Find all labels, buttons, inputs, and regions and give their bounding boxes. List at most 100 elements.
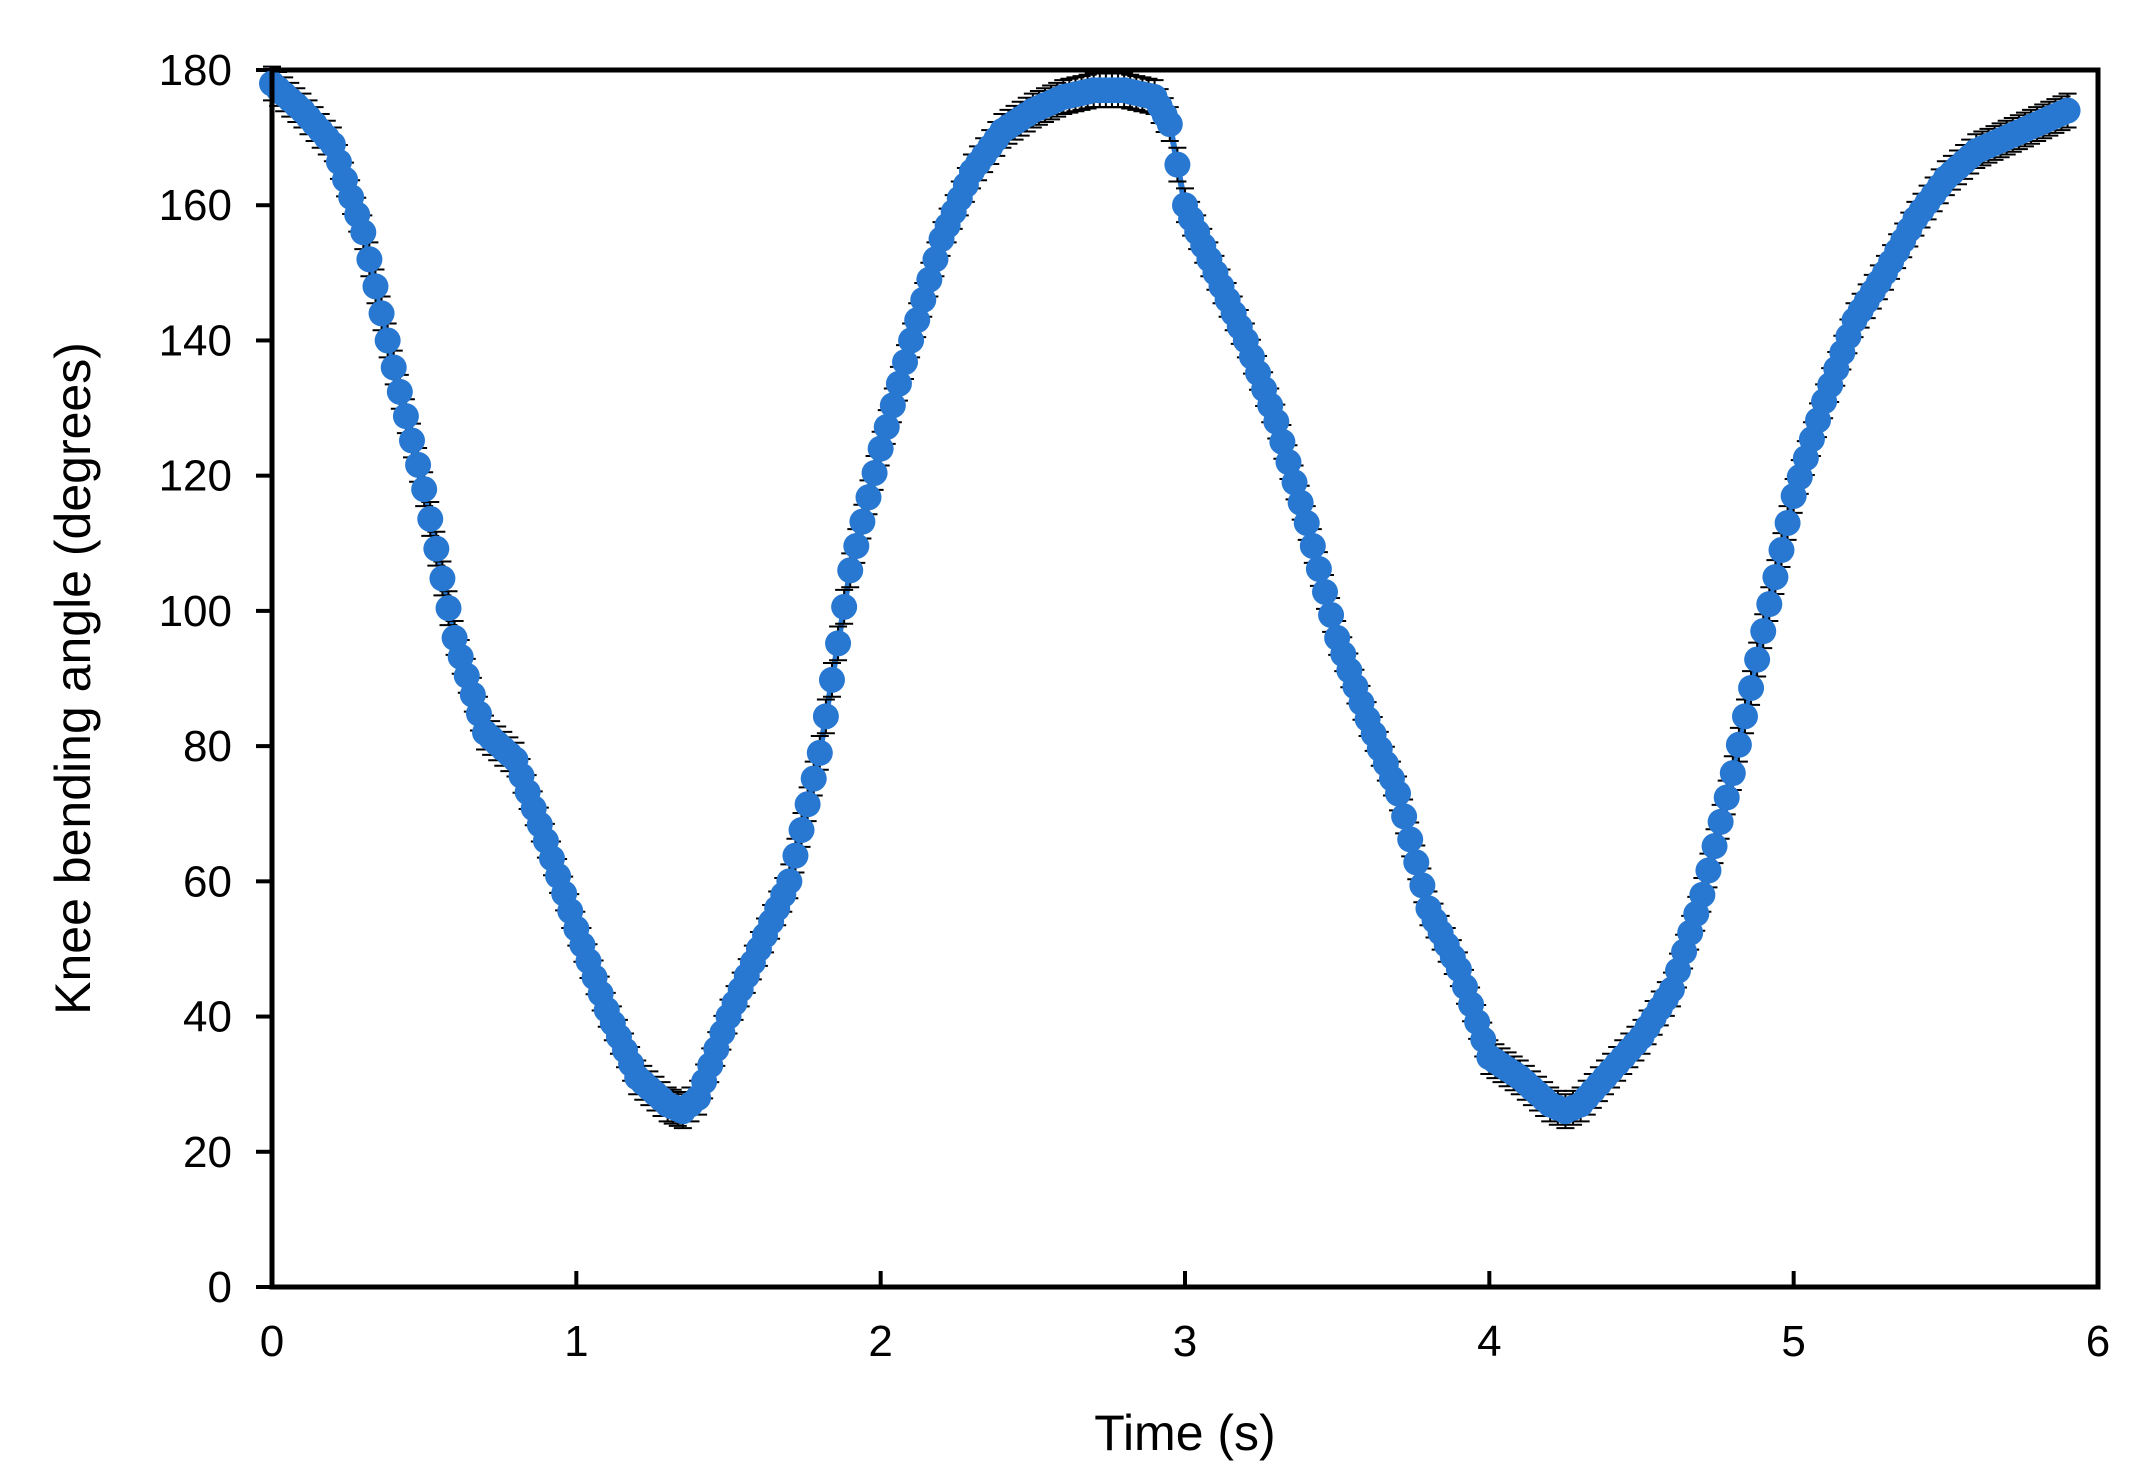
x-tick-label: 4 bbox=[1477, 1317, 1501, 1366]
x-tick-label: 5 bbox=[1781, 1317, 1805, 1366]
data-point bbox=[800, 765, 827, 792]
data-point bbox=[1281, 469, 1308, 496]
data-point bbox=[1269, 428, 1296, 455]
data-point bbox=[392, 403, 419, 430]
series-line bbox=[270, 81, 2069, 1115]
data-point bbox=[1701, 833, 1728, 860]
x-tick-label: 6 bbox=[2086, 1317, 2110, 1366]
y-tick-label: 80 bbox=[183, 722, 232, 771]
data-point bbox=[849, 508, 876, 535]
data-markers bbox=[259, 70, 2081, 1125]
data-point bbox=[350, 219, 377, 246]
data-point bbox=[855, 484, 882, 511]
data-point bbox=[1725, 731, 1752, 758]
data-point bbox=[812, 703, 839, 730]
x-axis-title: Time (s) bbox=[1094, 1405, 1275, 1461]
y-tick-label: 120 bbox=[159, 452, 232, 501]
x-tick-label: 2 bbox=[868, 1317, 892, 1366]
data-point bbox=[1287, 489, 1314, 516]
y-tick-label: 100 bbox=[159, 587, 232, 636]
data-point bbox=[423, 535, 450, 562]
data-point bbox=[843, 532, 870, 559]
data-point bbox=[861, 459, 888, 486]
data-point bbox=[1275, 449, 1302, 476]
data-point bbox=[867, 435, 894, 462]
data-point bbox=[776, 868, 803, 895]
data-point bbox=[1762, 564, 1789, 591]
data-point bbox=[1756, 591, 1783, 618]
data-point bbox=[892, 349, 919, 376]
data-point bbox=[1750, 618, 1777, 645]
y-tick-label: 140 bbox=[159, 316, 232, 365]
data-point bbox=[1299, 532, 1326, 559]
data-point bbox=[1744, 646, 1771, 673]
y-tick-label: 0 bbox=[208, 1263, 232, 1312]
data-point bbox=[825, 630, 852, 657]
data-point bbox=[818, 666, 845, 693]
data-point bbox=[885, 370, 912, 397]
data-point bbox=[405, 451, 432, 478]
data-point bbox=[386, 378, 413, 405]
data-point bbox=[1774, 509, 1801, 536]
plot-frame bbox=[269, 67, 2101, 1290]
data-point bbox=[898, 327, 925, 354]
data-point bbox=[1164, 151, 1191, 178]
data-point bbox=[398, 427, 425, 454]
series-line-layer bbox=[270, 81, 2069, 1115]
x-tick-label: 1 bbox=[564, 1317, 588, 1366]
data-point bbox=[374, 327, 401, 354]
data-point bbox=[368, 300, 395, 327]
data-point bbox=[922, 246, 949, 273]
data-point bbox=[1713, 784, 1740, 811]
error-bars bbox=[263, 65, 2077, 1130]
data-point bbox=[1311, 578, 1338, 605]
data-point bbox=[429, 565, 456, 592]
data-point bbox=[806, 739, 833, 766]
data-point bbox=[1263, 408, 1290, 435]
data-point bbox=[1689, 881, 1716, 908]
data-point bbox=[910, 286, 937, 313]
data-point bbox=[411, 476, 438, 503]
data-point bbox=[1156, 111, 1183, 138]
data-point bbox=[1293, 509, 1320, 536]
y-tick-label: 40 bbox=[183, 993, 232, 1042]
data-point bbox=[1305, 555, 1332, 582]
x-tick-label: 3 bbox=[1173, 1317, 1197, 1366]
data-point bbox=[1695, 857, 1722, 884]
data-point bbox=[873, 413, 900, 440]
data-point bbox=[356, 246, 383, 273]
data-point bbox=[904, 307, 931, 334]
data-point bbox=[1403, 849, 1430, 876]
data-point bbox=[1738, 674, 1765, 701]
data-point bbox=[788, 816, 815, 843]
data-point bbox=[794, 791, 821, 818]
data-point bbox=[2054, 97, 2081, 124]
y-tick-label: 180 bbox=[159, 46, 232, 95]
y-axis-title: Knee bending angle (degrees) bbox=[45, 342, 101, 1015]
data-point bbox=[362, 273, 389, 300]
data-point bbox=[916, 266, 943, 293]
y-tick-label: 20 bbox=[183, 1128, 232, 1177]
y-tick-label: 160 bbox=[159, 181, 232, 230]
data-point bbox=[782, 842, 809, 869]
data-point bbox=[417, 505, 444, 532]
data-point bbox=[1318, 601, 1345, 628]
data-point bbox=[879, 392, 906, 419]
data-point bbox=[1397, 826, 1424, 853]
data-point bbox=[837, 557, 864, 584]
y-tick-label: 60 bbox=[183, 857, 232, 906]
data-point bbox=[1391, 803, 1418, 830]
data-point bbox=[1409, 872, 1436, 899]
data-point bbox=[435, 595, 462, 622]
axis-ticks bbox=[256, 68, 2100, 1289]
data-point bbox=[831, 593, 858, 620]
data-point bbox=[380, 354, 407, 381]
data-point bbox=[1731, 703, 1758, 730]
data-point bbox=[1768, 537, 1795, 564]
data-point bbox=[1707, 808, 1734, 835]
data-point bbox=[1385, 780, 1412, 807]
data-point bbox=[1719, 760, 1746, 787]
x-tick-label: 0 bbox=[260, 1317, 284, 1366]
